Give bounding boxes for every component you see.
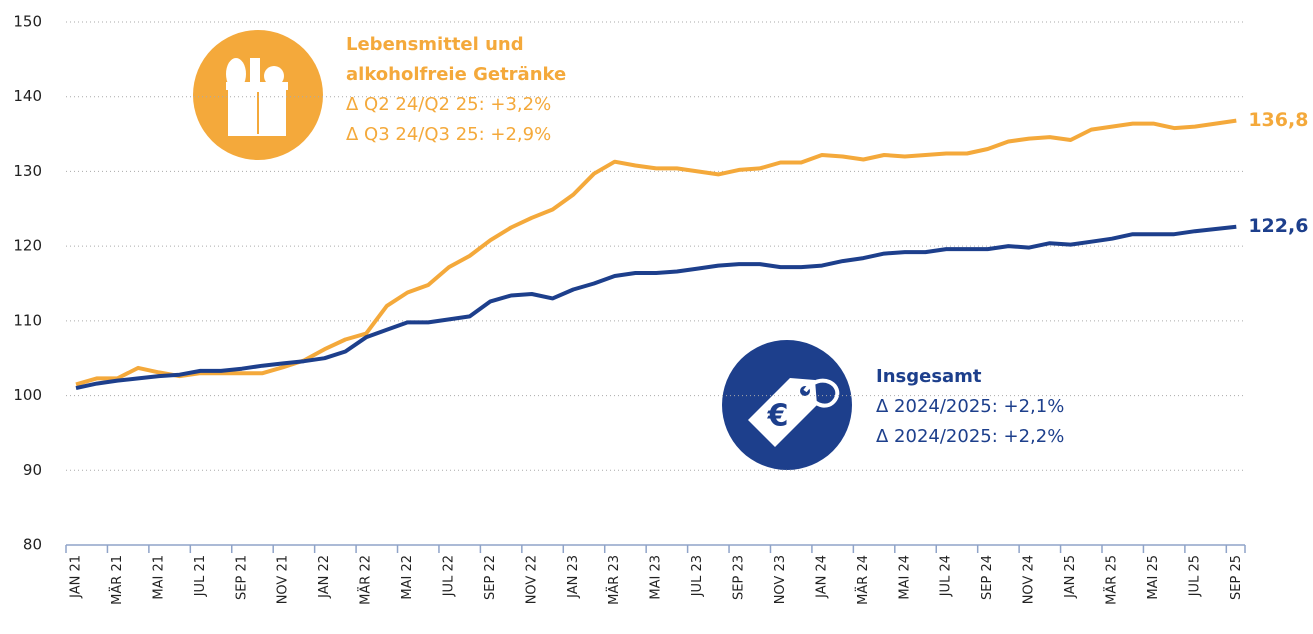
- x-tick-label: MÄR 24: [855, 555, 871, 605]
- x-tick-label: JAN 22: [317, 555, 332, 599]
- x-tick-label: SEP 25: [1229, 555, 1244, 600]
- x-tick-label: MAI 25: [1146, 555, 1161, 600]
- x-tick-label: SEP 24: [980, 555, 995, 600]
- x-tick-label: NOV 22: [524, 555, 539, 604]
- x-tick-label: MÄR 23: [606, 555, 622, 605]
- annotation: alkoholfreie Getränke: [346, 64, 566, 85]
- x-tick-label: JAN 23: [566, 555, 581, 599]
- x-tick-label: SEP 23: [732, 555, 747, 600]
- annotation: Lebensmittel und: [346, 34, 524, 55]
- annotation: Insgesamt: [876, 366, 982, 387]
- y-tick-label: 150: [13, 13, 42, 31]
- end-label: 122,6: [1248, 215, 1308, 237]
- x-tick-label: MAI 22: [400, 555, 415, 600]
- x-tick-label: MAI 23: [649, 555, 664, 600]
- y-tick-label: 110: [13, 311, 42, 329]
- annotation: Δ Q3 24/Q3 25: +2,9%: [346, 124, 551, 145]
- x-tick-label: NOV 21: [276, 555, 291, 604]
- annotation: Δ 2024/2025: +2,2%: [876, 426, 1064, 447]
- price-tag-icon: €: [722, 340, 852, 470]
- x-tick-label: JAN 25: [1063, 555, 1078, 599]
- x-tick-label: JUL 21: [193, 555, 208, 597]
- svg-text:€: €: [767, 399, 789, 434]
- x-tick-label: MÄR 22: [358, 555, 374, 605]
- x-tick-label: NOV 23: [773, 555, 788, 604]
- y-tick-label: 90: [23, 461, 42, 479]
- y-tick-label: 100: [13, 386, 42, 404]
- series-line: [75, 118, 1237, 387]
- y-tick-label: 130: [13, 162, 42, 180]
- annotation: Δ Q2 24/Q2 25: +3,2%: [346, 94, 551, 115]
- x-tick-label: MÄR 25: [1104, 555, 1120, 605]
- x-tick-label: SEP 22: [483, 555, 498, 600]
- series-line: [75, 224, 1237, 391]
- x-tick-label: JAN 21: [69, 555, 84, 599]
- y-tick-label: 120: [13, 237, 42, 255]
- x-tick-label: JUL 23: [690, 555, 705, 597]
- x-tick-label: JAN 24: [814, 555, 829, 599]
- annotation: Δ 2024/2025: +2,1%: [876, 396, 1064, 417]
- x-tick-label: JUL 25: [1187, 555, 1202, 597]
- x-tick-label: SEP 21: [234, 555, 249, 600]
- x-tick-label: MÄR 21: [109, 555, 125, 605]
- x-tick-label: JUL 24: [939, 555, 954, 597]
- x-tick-label: MAI 21: [151, 555, 166, 600]
- y-tick-label: 80: [23, 536, 42, 554]
- x-tick-label: JUL 22: [441, 555, 456, 597]
- food-icon: [193, 30, 323, 160]
- y-tick-label: 140: [13, 87, 42, 105]
- end-label: 136,8: [1248, 109, 1308, 131]
- x-tick-label: NOV 24: [1022, 555, 1037, 604]
- x-tick-label: MAI 24: [897, 555, 912, 600]
